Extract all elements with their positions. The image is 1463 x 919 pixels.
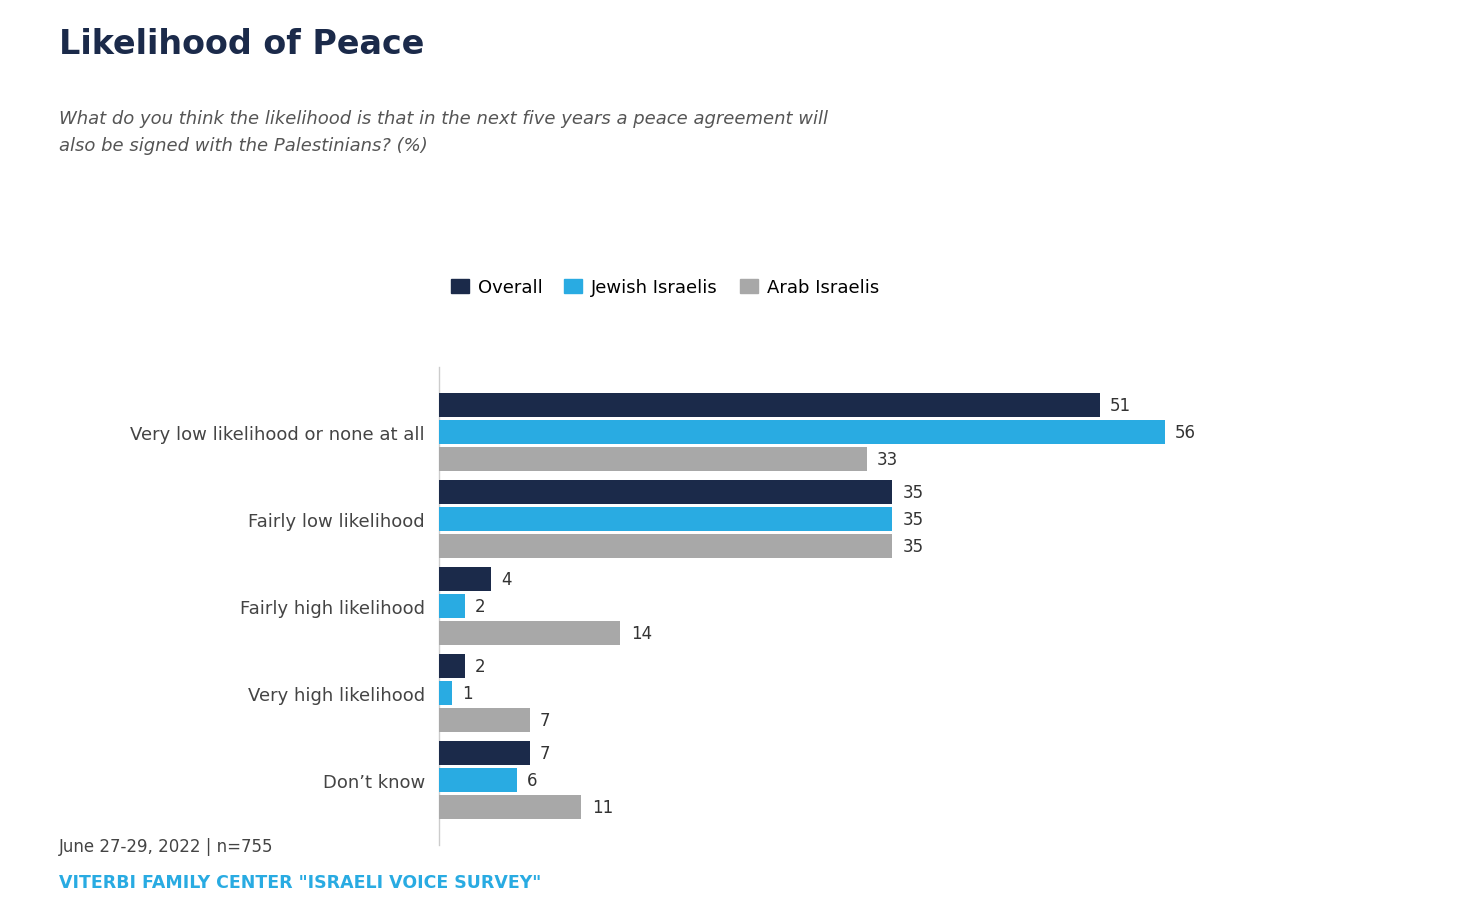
Text: 7: 7 — [540, 711, 550, 730]
Text: 56: 56 — [1175, 424, 1195, 442]
Text: 2: 2 — [475, 657, 486, 675]
Text: What do you think the likelihood is that in the next five years a peace agreemen: What do you think the likelihood is that… — [59, 110, 828, 154]
Legend: Overall, Jewish Israelis, Arab Israelis: Overall, Jewish Israelis, Arab Israelis — [443, 271, 887, 304]
Bar — [439, 654, 465, 678]
Text: 14: 14 — [631, 625, 652, 642]
Bar — [439, 621, 620, 646]
Bar — [439, 768, 516, 792]
Text: June 27-29, 2022 | n=755: June 27-29, 2022 | n=755 — [59, 836, 274, 855]
Text: Likelihood of Peace: Likelihood of Peace — [59, 28, 424, 61]
Bar — [439, 595, 465, 618]
Bar — [439, 393, 1100, 418]
Bar — [439, 567, 490, 592]
Bar — [439, 742, 530, 766]
Text: 7: 7 — [540, 744, 550, 763]
Bar — [439, 795, 581, 820]
Text: 1: 1 — [462, 685, 473, 702]
Text: 33: 33 — [876, 450, 898, 469]
Bar — [439, 448, 866, 471]
Text: 35: 35 — [903, 483, 925, 502]
Text: 35: 35 — [903, 511, 925, 528]
Text: 2: 2 — [475, 597, 486, 616]
Bar — [439, 709, 530, 732]
Text: 35: 35 — [903, 538, 925, 556]
Text: 4: 4 — [502, 571, 512, 588]
Text: VITERBI FAMILY CENTER "ISRAELI VOICE SURVEY": VITERBI FAMILY CENTER "ISRAELI VOICE SUR… — [59, 873, 541, 891]
Bar — [439, 507, 892, 532]
Bar — [439, 681, 452, 706]
Bar — [439, 421, 1165, 445]
Text: 6: 6 — [527, 771, 537, 789]
Bar — [439, 481, 892, 505]
Text: 51: 51 — [1110, 397, 1131, 414]
Text: 11: 11 — [593, 799, 613, 816]
Bar — [439, 535, 892, 559]
